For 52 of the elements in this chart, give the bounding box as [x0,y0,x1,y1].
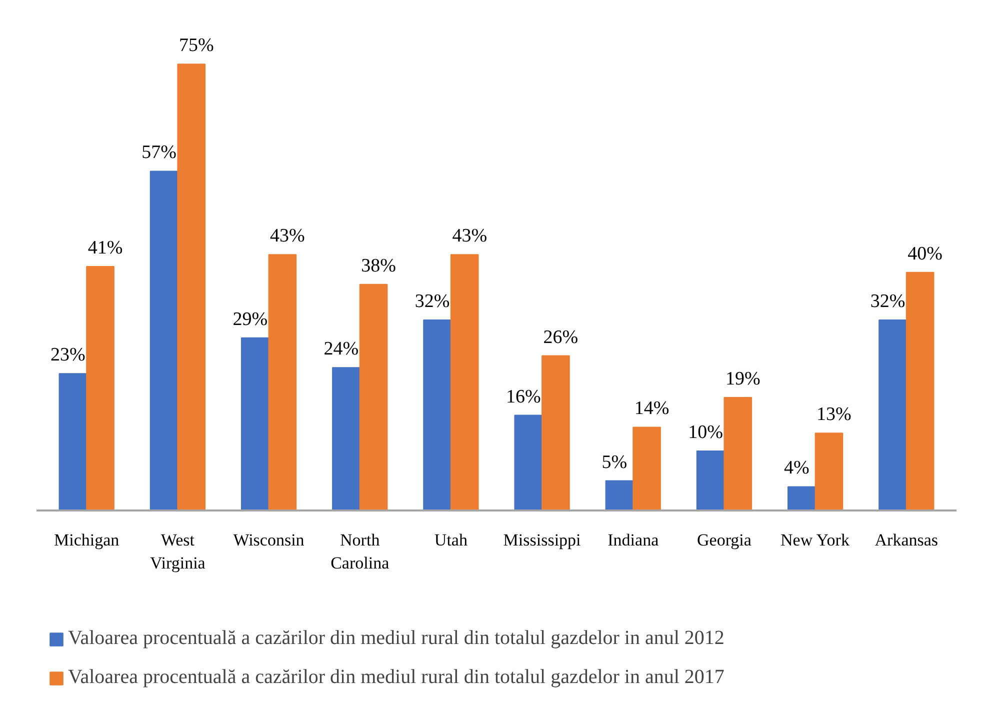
data-label: 75% [178,35,214,56]
legend-label: Valoarea procentuală a cazărilor din mediul rural din totalul gazdelor in anul 2012 [68,627,724,650]
x-tick-label: Georgia [697,530,752,550]
bar [787,486,816,512]
bar [268,254,297,512]
bar [605,480,634,512]
x-tick-label: Wisconsin [233,530,305,550]
x-tick-label: North Carolina [330,530,390,572]
bar [332,367,360,512]
data-label: 23% [50,344,86,366]
data-label: 26% [543,326,578,348]
data-label: 13% [816,404,852,426]
data-label: 41% [88,237,123,258]
data-label: 4% [784,458,810,479]
data-label: 57% [142,142,177,164]
data-label: 16% [506,386,541,408]
x-tick-label: West Virginia [150,530,206,572]
bar [240,337,270,512]
bar [878,320,907,512]
data-label: 19% [725,368,760,390]
data-label: 32% [414,291,450,312]
data-label: 40% [908,243,943,264]
data-label: 29% [232,308,268,330]
data-label: 43% [452,226,488,247]
x-tick-label: Indiana [608,530,660,550]
x-tick-label: Arkansas [874,530,938,550]
bar [423,320,452,512]
bar [514,414,543,512]
bar [724,396,752,512]
data-label: 10% [688,422,724,444]
legend-label: Valoarea procentuală a cazărilor din mediul rural din totalul gazdelor in anul 2017 [68,666,724,689]
bar [58,373,88,512]
bar [150,170,178,512]
data-label: 32% [870,291,906,312]
data-label: 24% [324,338,359,360]
bar [696,450,725,512]
x-tick-label: Mississippi [503,530,582,550]
bar [632,426,661,512]
bar [814,432,844,512]
bar [359,284,388,512]
data-label: 43% [270,226,306,247]
data-label: 14% [634,398,670,420]
x-tick-label: Utah [434,530,468,550]
bar [177,64,206,512]
data-label: 38% [361,255,396,276]
bar [906,272,934,512]
x-tick-label: Michigan [54,530,120,550]
x-tick-label: New York [780,530,850,550]
bar [86,266,114,512]
bar [450,254,479,512]
bar [542,355,570,512]
data-label: 5% [602,452,628,473]
